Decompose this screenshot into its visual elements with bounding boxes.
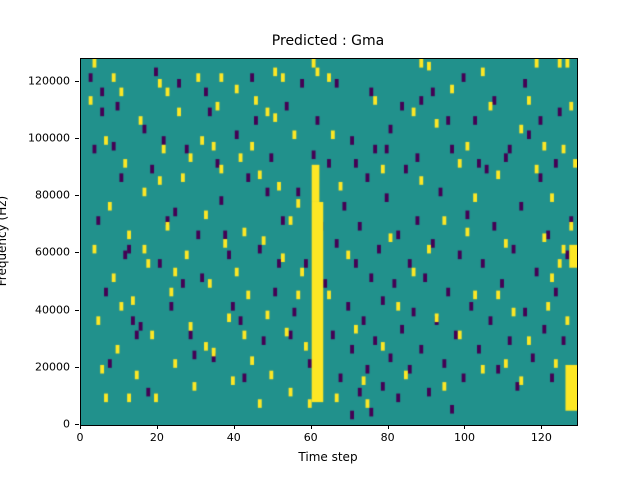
x-tick-label: 120: [530, 431, 552, 444]
x-tick-label: 100: [453, 431, 475, 444]
y-tick-mark: [75, 424, 79, 425]
x-tick-mark: [541, 425, 543, 429]
x-tick-label: 60: [303, 431, 318, 444]
x-tick-mark: [233, 425, 235, 429]
x-tick-mark: [464, 425, 466, 429]
y-tick-mark: [75, 138, 79, 140]
y-tick-label: 100000: [28, 131, 70, 145]
y-tick-mark: [75, 195, 79, 197]
y-tick-mark: [75, 309, 79, 311]
x-tick-label: 20: [149, 431, 164, 444]
y-tick-label: 60000: [35, 245, 70, 259]
y-tick-mark: [75, 366, 79, 368]
y-tick-label: 40000: [35, 303, 70, 317]
y-tick-mark: [75, 252, 79, 254]
chart-title: Predicted : Gma: [271, 33, 385, 49]
x-tick-label: 40: [226, 431, 241, 444]
heatmap-canvas: [81, 59, 577, 425]
x-axis-label: Time step: [298, 450, 358, 464]
x-tick-label: 80: [380, 431, 395, 444]
x-tick-label: 0: [76, 431, 84, 444]
y-tick-label: 0: [63, 417, 70, 431]
y-axis-label: Frequency (Hz): [0, 195, 9, 287]
heatmap-plot-area: [80, 58, 578, 426]
x-tick-mark: [310, 425, 312, 429]
y-tick-label: 20000: [35, 360, 70, 374]
y-tick-label: 80000: [35, 188, 70, 202]
x-tick-mark: [156, 425, 158, 429]
y-tick-mark: [75, 80, 79, 82]
x-tick-mark: [387, 425, 389, 429]
y-tick-label: 120000: [28, 74, 70, 88]
x-tick-mark: [80, 425, 81, 429]
